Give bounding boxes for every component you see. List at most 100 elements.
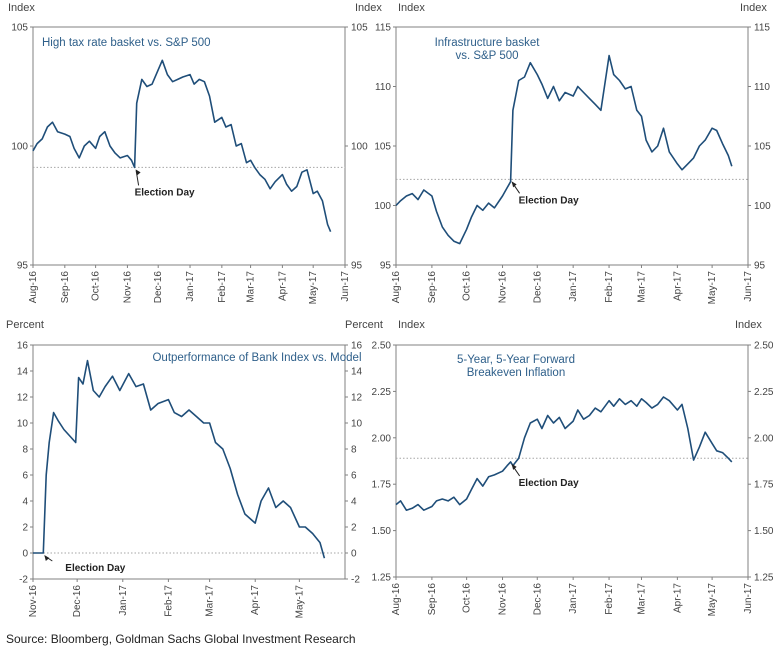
y-tick-label-right: 8: [351, 445, 357, 456]
y-tick-label-left: 0: [22, 549, 28, 560]
x-tick-label: Jun-17: [743, 583, 754, 614]
y-tick-label-right: 100: [754, 201, 771, 212]
y-tick-label-right: 95: [351, 261, 363, 272]
y-tick-label-right: 10: [351, 419, 363, 430]
x-tick-label: Apr-17: [277, 271, 288, 301]
y-axis-label-right: Index: [740, 2, 767, 14]
y-tick-label-left: 2.25: [372, 387, 392, 398]
y-tick-label-right: 105: [351, 23, 368, 34]
y-tick-label-left: 100: [374, 201, 391, 212]
annotation-arrowhead: [44, 555, 50, 561]
x-tick-label: Feb-17: [604, 583, 615, 615]
y-tick-label-right: 1.75: [754, 480, 774, 491]
x-tick-label: Aug-16: [391, 271, 402, 304]
y-tick-label-right: 12: [351, 393, 363, 404]
x-tick-label: Dec-16: [72, 585, 83, 618]
y-tick-label-left: 8: [22, 445, 28, 456]
y-axis-label-right: Index: [735, 319, 762, 331]
x-tick-label: Apr-17: [672, 271, 683, 301]
chart-title: Infrastructure basket vs. S&P 500: [435, 37, 541, 62]
y-tick-label-right: 0: [351, 549, 357, 560]
y-tick-label-right: 1.50: [754, 526, 774, 537]
y-tick-label-right: 6: [351, 471, 357, 482]
y-tick-label-left: 16: [17, 341, 29, 352]
y-tick-label-right: 115: [754, 23, 770, 34]
x-tick-label: Dec-16: [532, 271, 543, 304]
x-tick-label: Feb-17: [604, 271, 615, 303]
x-tick-label: Jun-17: [340, 271, 351, 302]
x-tick-label: May-17: [707, 583, 718, 617]
y-axis-label-left: Index: [398, 319, 425, 331]
y-tick-label-left: 95: [17, 261, 29, 272]
y-tick-label-right: 2.50: [754, 341, 774, 352]
x-tick-label: Dec-16: [153, 271, 164, 304]
x-tick-label: Sep-16: [427, 583, 438, 616]
x-tick-label: Aug-16: [28, 271, 39, 304]
x-tick-label: Apr-17: [672, 583, 683, 613]
y-tick-label-right: 2.25: [754, 387, 774, 398]
source-note: Source: Bloomberg, Goldman Sachs Global …: [6, 632, 356, 646]
y-tick-label-right: 110: [754, 82, 770, 93]
y-tick-label-left: 115: [375, 23, 391, 34]
x-tick-label: Feb-17: [217, 271, 228, 303]
x-tick-label: Sep-16: [427, 271, 438, 304]
x-tick-label: Jan-17: [118, 585, 129, 616]
y-tick-label-left: 4: [22, 497, 28, 508]
annotation-label: Election Day: [65, 563, 125, 574]
y-tick-label-left: 100: [11, 142, 28, 153]
y-tick-label-right: 16: [351, 341, 363, 352]
y-tick-label-left: 2: [22, 523, 28, 534]
x-tick-label: Feb-17: [163, 585, 174, 617]
y-tick-label-right: 105: [754, 142, 771, 153]
y-tick-label-right: -2: [351, 575, 360, 586]
y-tick-label-right: 2.00: [754, 433, 774, 444]
annotation-label: Election Day: [519, 195, 579, 206]
y-tick-label-left: 6: [22, 471, 28, 482]
x-tick-label: Dec-16: [532, 583, 543, 616]
y-axis-label-left: Percent: [6, 319, 44, 331]
x-tick-label: Nov-16: [498, 583, 509, 616]
y-tick-label-left: 110: [375, 82, 391, 93]
annotation-arrowhead: [511, 181, 517, 188]
y-tick-label-right: 2: [351, 523, 357, 534]
chart-title: High tax rate basket vs. S&P 500: [42, 37, 211, 49]
annotation-label: Election Day: [519, 478, 579, 489]
chart-panel-2: 95 95 100 100 105 105 110 110 115 115 Index Index Au…: [374, 2, 771, 304]
x-tick-label: Jan-17: [568, 583, 579, 614]
x-tick-label: Oct-16: [91, 271, 102, 301]
series-line: [32, 59, 332, 233]
y-tick-label-left: 1.25: [372, 573, 392, 584]
x-tick-label: Nov-16: [498, 271, 509, 304]
x-tick-label: Mar-17: [246, 271, 257, 303]
plot-frame: [32, 344, 346, 580]
y-tick-label-left: 95: [380, 261, 392, 272]
y-axis-label-right: Percent: [345, 319, 383, 331]
annotation-label: Election Day: [135, 187, 195, 198]
x-tick-label: Nov-16: [122, 271, 133, 304]
chart-title: Outperformance of Bank Index vs. Model: [152, 352, 361, 364]
plot-frame: [395, 26, 749, 266]
x-tick-label: Nov-16: [28, 585, 39, 618]
chart-panel-4: 1.25 1.25 1.50 1.50 1.75 1.75 2.00 2.00 2.25 2.25…: [372, 319, 774, 616]
x-tick-label: May-17: [294, 585, 305, 619]
y-tick-label-left: 2.50: [372, 341, 392, 352]
x-tick-label: May-17: [308, 271, 319, 305]
chart-panel-1: 95 95 100 100 105 105 Index Index Aug-16 Sep-16 Oc…: [8, 2, 382, 304]
y-tick-label-left: 105: [11, 23, 28, 34]
x-tick-label: Oct-16: [462, 583, 473, 613]
y-tick-label-right: 1.25: [754, 573, 774, 584]
x-tick-label: Aug-16: [391, 583, 402, 616]
series-line: [395, 54, 733, 245]
y-axis-label-right: Index: [355, 2, 382, 14]
series-line: [33, 359, 326, 559]
y-tick-label-left: 12: [17, 393, 29, 404]
x-tick-label: Jun-17: [743, 271, 754, 302]
y-tick-label-right: 4: [351, 497, 357, 508]
y-tick-label-left: 10: [17, 419, 29, 430]
x-tick-label: Sep-16: [60, 271, 71, 304]
plot-frame: [395, 344, 749, 578]
y-tick-label-left: 105: [374, 142, 391, 153]
x-tick-label: Jan-17: [185, 271, 196, 302]
y-tick-label-right: 95: [754, 261, 766, 272]
